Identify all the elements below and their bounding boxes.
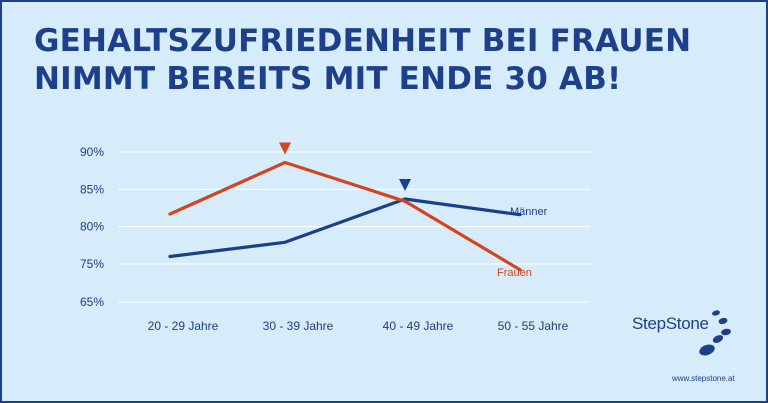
series-line-frauen (168, 160, 522, 272)
x-axis-ticks: 20 - 29 Jahre 30 - 39 Jahre 40 - 49 Jahre 5… (148, 319, 569, 333)
x-tick-label: 30 - 39 Jahre (263, 319, 334, 333)
peak-marker-männer (399, 179, 411, 192)
y-tick-65: 65% (80, 295, 104, 309)
peak-marker-frauen (279, 142, 291, 155)
brand-url: www.stepstone.at (672, 374, 735, 383)
y-tick-80: 80% (80, 220, 104, 234)
x-tick-label: 40 - 49 Jahre (383, 319, 454, 333)
series-line-männer (168, 197, 522, 259)
y-tick-75: 75% (80, 257, 104, 271)
y-axis-ticks: 90% 85% 80% 75% 65% (80, 145, 104, 309)
chart-title: GEHALTSZUFRIEDENHEIT BEI FRAUEN NIMMT BE… (34, 22, 691, 98)
series-label-frauen: Frauen (497, 267, 532, 279)
title-line-2: NIMMT BEREITS MIT ENDE 30 AB! (34, 61, 622, 97)
series-labels: Männer Frauen (497, 206, 548, 279)
peak-markers (279, 142, 411, 192)
x-tick-label: 20 - 29 Jahre (148, 319, 219, 333)
series-lines (168, 160, 522, 272)
x-tick-label: 50 - 55 Jahre (498, 319, 569, 333)
title-line-1: GEHALTSZUFRIEDENHEIT BEI FRAUEN (34, 23, 692, 59)
stepstone-logo-icon (699, 310, 731, 356)
y-tick-90: 90% (80, 145, 104, 159)
grid-lines (118, 151, 590, 303)
brand-name: StepStone (632, 314, 709, 333)
series-label-männer: Männer (510, 206, 548, 218)
y-tick-85: 85% (80, 182, 104, 196)
